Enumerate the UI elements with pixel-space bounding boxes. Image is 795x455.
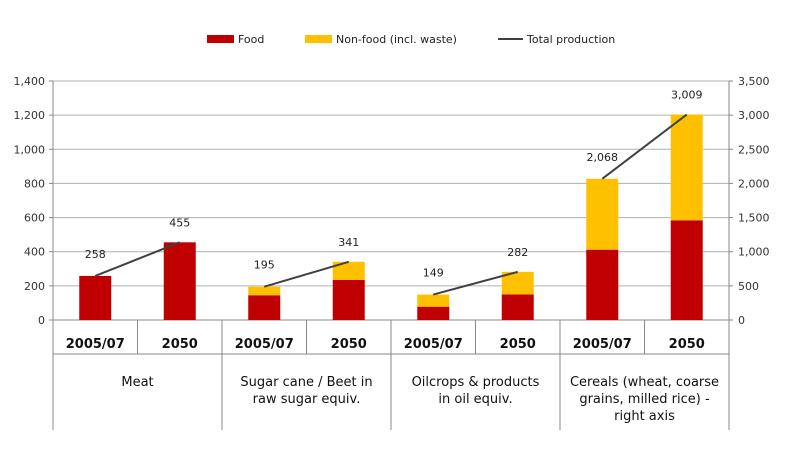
group-label: raw sugar equiv. — [253, 392, 361, 407]
total-production-line — [601, 113, 688, 180]
bar-nonfood — [417, 294, 450, 307]
right-tick-label: 2,000 — [738, 177, 770, 190]
right-tick-label: 2,500 — [738, 143, 770, 156]
category-axis: 2005/07 2050 Meat 2005/07 2050 Sugar cane / B… — [53, 320, 730, 430]
legend-label-nonfood: Non-food (incl. waste) — [336, 33, 457, 46]
bar-food — [163, 242, 196, 320]
left-tick-label: 800 — [24, 177, 45, 190]
right-tick-label: 3,500 — [738, 75, 770, 88]
category-year-label: 2005/07 — [573, 337, 632, 352]
category-year-label: 2050 — [500, 337, 536, 352]
category-year-label: 2005/07 — [235, 337, 294, 352]
right-tick-label: 1,000 — [738, 246, 770, 259]
bar-nonfood — [501, 271, 534, 295]
total-value-label: 195 — [254, 259, 275, 272]
group-label: Sugar cane / Beet in — [240, 375, 372, 390]
left-tick-label: 600 — [24, 212, 45, 225]
total-value-label: 3,009 — [671, 89, 703, 102]
category-year-label: 2005/07 — [404, 337, 463, 352]
group-label: in oil equiv. — [438, 392, 512, 407]
left-tick-label: 400 — [24, 246, 45, 259]
category-year-label: 2050 — [331, 337, 367, 352]
total-production-line — [94, 241, 181, 277]
left-tick-label: 0 — [38, 314, 45, 327]
bar-food — [248, 295, 281, 320]
bar-food — [501, 294, 534, 320]
left-tick-label: 1,200 — [14, 109, 46, 122]
left-tick-label: 1,000 — [14, 143, 46, 156]
right-tick-label: 1,500 — [738, 212, 770, 225]
bar-nonfood — [248, 286, 281, 296]
total-value-label: 341 — [338, 236, 359, 249]
total-value-label: 455 — [169, 216, 190, 229]
lines-layer — [94, 113, 688, 296]
total-production-line — [263, 260, 350, 288]
total-value-label: 282 — [507, 246, 528, 259]
bars-layer — [79, 114, 703, 320]
legend-swatch-nonfood — [305, 35, 332, 43]
total-value-label: 2,068 — [587, 151, 619, 164]
category-year-label: 2050 — [162, 337, 198, 352]
bar-food — [417, 306, 450, 320]
legend-label-food: Food — [238, 33, 264, 46]
bar-food — [332, 279, 365, 320]
legend: Food Non-food (incl. waste) Total produc… — [207, 33, 615, 46]
bar-food — [79, 275, 112, 320]
category-year-label: 2050 — [669, 337, 705, 352]
group-label: Oilcrops & products — [412, 375, 540, 390]
left-tick-label: 1,400 — [14, 75, 46, 88]
bar-nonfood — [332, 261, 365, 280]
group-label: grains, milled rice) - — [579, 392, 710, 407]
bar-nonfood — [586, 178, 619, 250]
group-label: Cereals (wheat, coarse — [570, 375, 719, 390]
group-label: Meat — [121, 375, 153, 390]
left-tick-label: 200 — [24, 280, 45, 293]
bar-food — [586, 249, 619, 320]
bar-nonfood — [670, 114, 703, 221]
right-tick-label: 500 — [738, 280, 759, 293]
legend-label-total: Total production — [526, 33, 615, 46]
right-tick-label: 0 — [738, 314, 745, 327]
bar-food — [670, 220, 703, 320]
right-tick-label: 3,000 — [738, 109, 770, 122]
total-value-label: 258 — [85, 248, 106, 261]
legend-swatch-food — [207, 35, 234, 43]
category-year-label: 2005/07 — [66, 337, 125, 352]
labels-layer: 258 455 195 341 149 282 2,068 3,009 — [85, 89, 703, 280]
total-production-line — [432, 270, 519, 296]
group-label: right axis — [614, 409, 675, 424]
total-value-label: 149 — [423, 267, 444, 280]
